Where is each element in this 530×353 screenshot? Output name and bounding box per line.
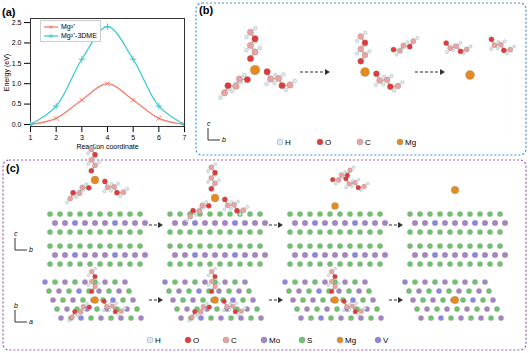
svg-text:O: O [193,336,199,345]
svg-text:5: 5 [131,134,135,141]
svg-text:4: 4 [106,134,110,141]
svg-text:b: b [222,136,226,143]
svg-text:b: b [14,302,18,309]
html-text:Mg²⁺: Mg²⁺ [61,23,76,30]
svg-text:b: b [29,246,33,253]
svg-text:c: c [207,120,211,127]
svg-text:c: c [14,230,18,237]
svg-text:H: H [285,138,291,147]
svg-text:Mg: Mg [405,138,416,147]
html-text:(a): (a) [2,6,16,18]
svg-text:(b): (b) [199,4,213,16]
svg-text:1: 1 [29,134,33,141]
svg-text:1.5: 1.5 [12,60,22,67]
svg-text:2.0: 2.0 [12,39,22,46]
svg-text:H: H [155,336,161,345]
svg-text:Mo: Mo [269,336,281,345]
svg-text:a: a [29,318,33,325]
svg-text:0.5: 0.5 [12,100,22,107]
svg-text:3: 3 [80,134,84,141]
svg-text:Reaction coordinate: Reaction coordinate [76,143,138,150]
svg-text:1.0: 1.0 [12,80,22,87]
svg-text:V: V [383,336,389,345]
svg-text:2.5: 2.5 [12,19,22,26]
svg-text:(c): (c) [6,162,20,174]
html-text:Mg²⁺-3DME: Mg²⁺-3DME [61,32,97,39]
svg-text:C: C [365,138,371,147]
svg-text:2: 2 [54,134,58,141]
svg-text:0.0: 0.0 [12,121,22,128]
svg-text:C: C [231,336,237,345]
svg-text:O: O [325,138,331,147]
svg-text:6: 6 [157,134,161,141]
svg-text:7: 7 [183,134,187,141]
svg-text:Energy (eV): Energy (eV) [3,54,11,91]
svg-text:S: S [307,336,312,345]
svg-text:Mg: Mg [345,336,356,345]
